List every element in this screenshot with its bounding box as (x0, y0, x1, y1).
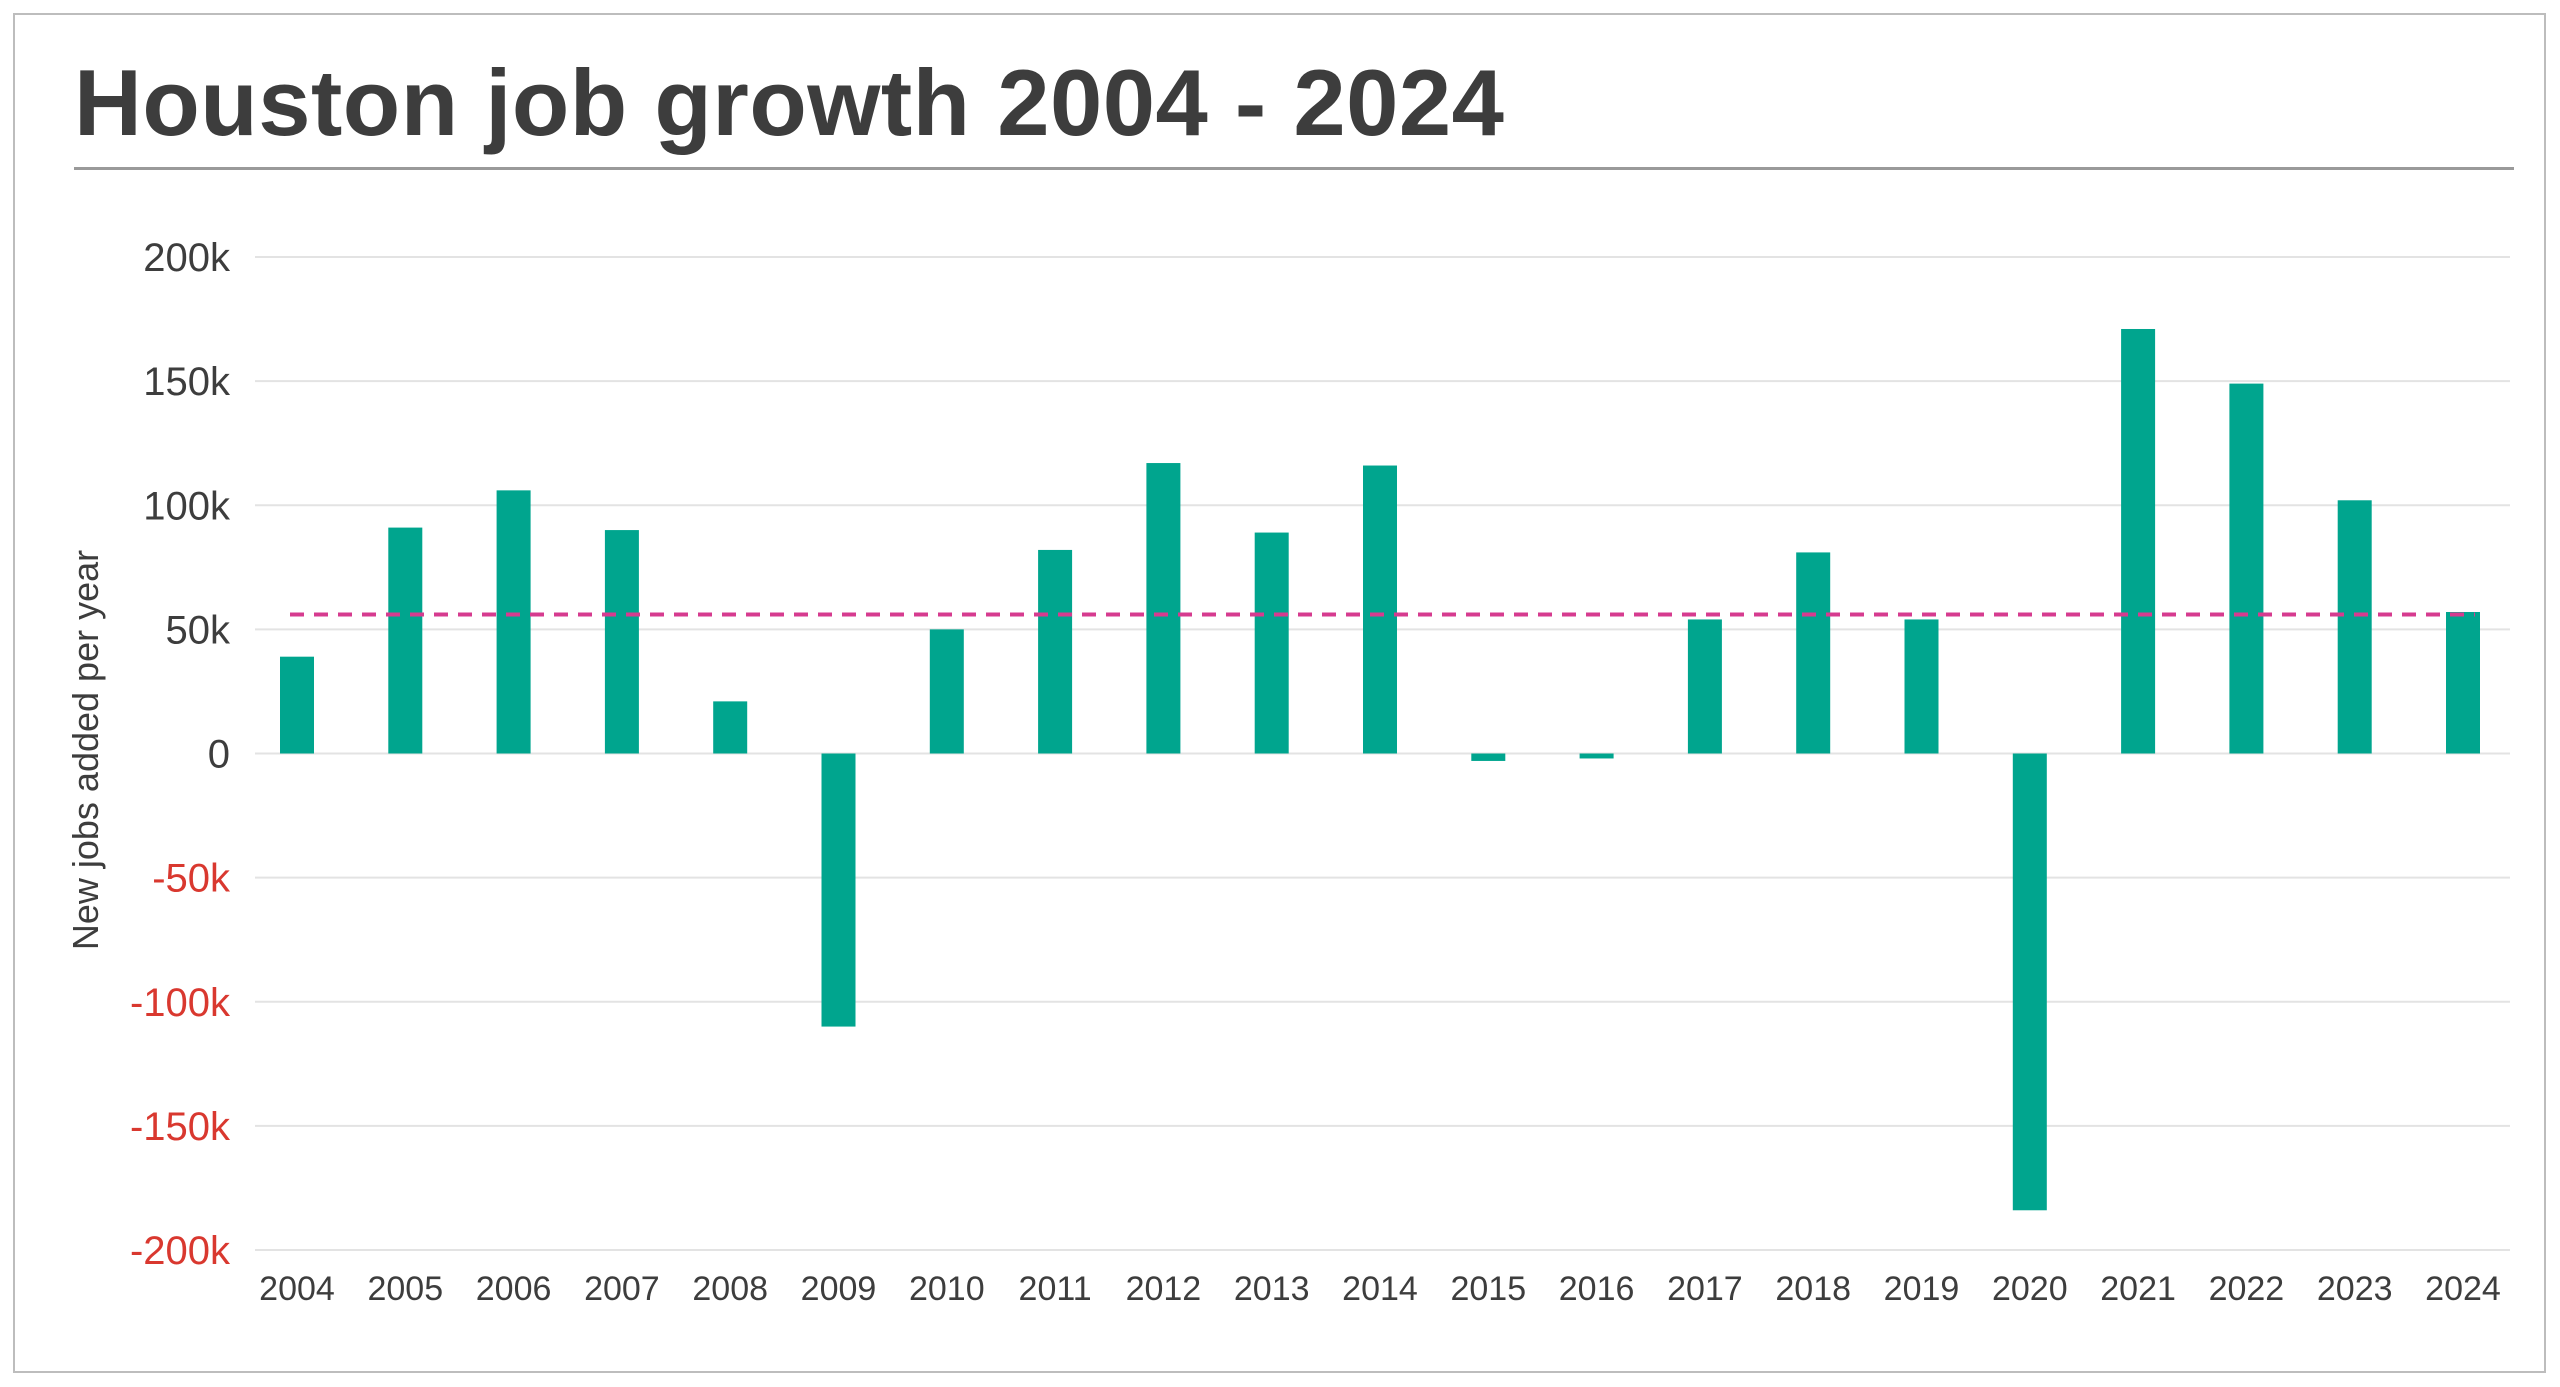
bar-2007 (604, 530, 639, 754)
bar-2008 (713, 701, 748, 754)
bar-2014 (1363, 465, 1397, 754)
x-tick-label: 2011 (1019, 1270, 1092, 1308)
bar-2018 (1796, 552, 1831, 754)
bar-2004 (280, 656, 314, 754)
bar-2010 (929, 629, 964, 754)
bar-2015 (1471, 753, 1506, 761)
y-tick-label: 200k (143, 236, 231, 280)
bar-2021 (2121, 328, 2156, 754)
x-tick-label: 2012 (1126, 1270, 1202, 1308)
chart-title: Houston job growth 2004 - 2024 (74, 50, 1505, 155)
bar-2017 (1687, 619, 1722, 754)
bar-2016 (1579, 753, 1614, 759)
x-tick-label: 2004 (259, 1270, 335, 1308)
x-tick-label: 2008 (692, 1270, 768, 1308)
bars (280, 328, 2480, 1211)
bar-2009 (821, 753, 856, 1027)
x-tick-label: 2021 (2100, 1270, 2176, 1308)
bar-2005 (388, 527, 423, 754)
x-tick-label: 2017 (1667, 1270, 1743, 1308)
bar-2024 (2446, 611, 2480, 754)
x-tick-label: 2016 (1559, 1270, 1635, 1308)
bar-2020 (2012, 753, 2047, 1211)
y-axis-label: New jobs added per year (65, 550, 106, 950)
y-tick-label: 0 (208, 733, 230, 777)
x-tick-label: 2007 (584, 1270, 660, 1308)
y-tick-label: -100k (130, 981, 231, 1025)
bar-2013 (1254, 532, 1289, 754)
x-tick-label: 2019 (1884, 1270, 1960, 1308)
y-tick-label: 150k (143, 360, 231, 404)
x-tick-label: 2013 (1234, 1270, 1310, 1308)
x-tick-label: 2006 (476, 1270, 552, 1308)
x-tick-label: 2020 (1992, 1270, 2068, 1308)
x-tick-label: 2024 (2425, 1270, 2501, 1308)
x-tick-labels: 2004 2005 2006 2007 2008 2009 2010 2011 2012 2013… (259, 1270, 2501, 1308)
bar-2012 (1146, 463, 1181, 754)
bar-2011 (1038, 549, 1073, 754)
bar-2023 (2337, 500, 2372, 754)
y-tick-labels: 200k 150k 100k 50k 0 -50k -100k -150k -200k (130, 236, 231, 1273)
x-tick-label: 2014 (1342, 1270, 1418, 1308)
bar-2022 (2229, 383, 2264, 754)
x-tick-label: 2018 (1775, 1270, 1851, 1308)
x-tick-label: 2005 (367, 1270, 443, 1308)
y-tick-label: 100k (143, 484, 231, 528)
bar-2006 (496, 490, 531, 754)
x-tick-label: 2022 (2209, 1270, 2285, 1308)
x-tick-label: 2023 (2317, 1270, 2393, 1308)
y-tick-label: -50k (152, 857, 231, 901)
x-tick-label: 2010 (909, 1270, 985, 1308)
title-underline (74, 167, 2514, 170)
y-tick-label: 50k (166, 608, 231, 652)
x-tick-label: 2015 (1450, 1270, 1526, 1308)
y-tick-label: -150k (130, 1105, 231, 1149)
x-tick-label: 2009 (801, 1270, 877, 1308)
bar-2019 (1904, 619, 1939, 754)
y-tick-label: -200k (130, 1229, 231, 1273)
